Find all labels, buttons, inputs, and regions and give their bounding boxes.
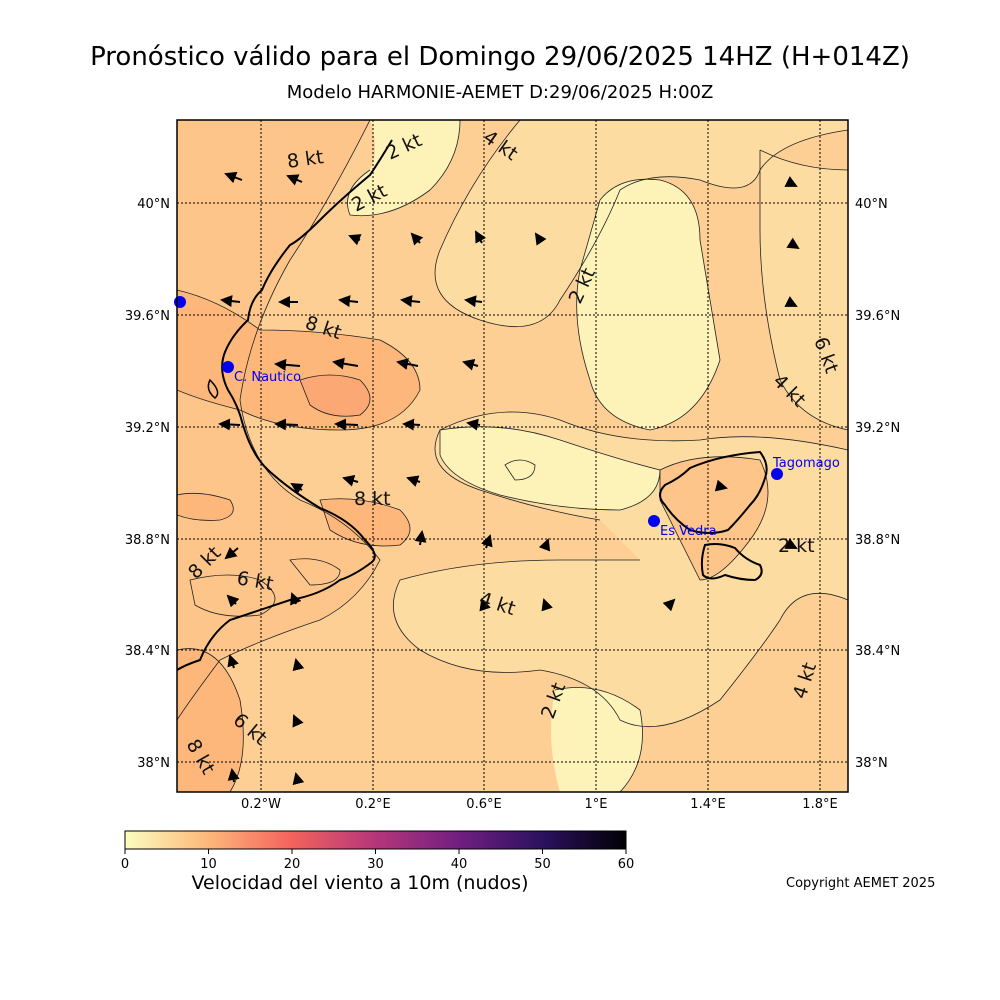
wind-speed-field	[177, 120, 848, 792]
wind-arrow	[481, 534, 493, 549]
longitude-tick-labels: 0.2°W 0.2°E 0.6°E 1°E 1.4°E 1.8°E	[241, 797, 838, 812]
wind-arrow	[274, 358, 301, 371]
lat-tick-label: 38.4°N	[125, 644, 170, 659]
lat-tick-label: 39.2°N	[125, 421, 170, 436]
lon-tick-label: 0.6°E	[466, 797, 501, 812]
colorbar: 0 10 20 30 40 50 60	[121, 830, 635, 872]
wind-arrow	[224, 171, 243, 184]
colorbar-gradient	[124, 830, 627, 850]
wind-arrow	[784, 176, 798, 187]
contour-label: 2 kt	[778, 535, 815, 557]
wind-arrow	[462, 358, 479, 371]
colorbar-label: Velocidad del viento a 10m (nudos)	[191, 872, 529, 894]
wind-arrow	[402, 418, 421, 431]
colorbar-tick-label: 60	[618, 857, 635, 872]
colorbar-tick-label: 50	[534, 857, 551, 872]
stations: C. Nautico Tagomago Es Vedra	[174, 296, 840, 539]
map-frame	[176, 119, 849, 793]
isotach-contours	[177, 120, 848, 792]
wind-arrow	[464, 295, 483, 308]
wind-arrow	[541, 598, 553, 612]
lon-tick-label: 1°E	[585, 797, 608, 812]
lon-tick-label: 0.2°E	[355, 797, 390, 812]
wind-arrow	[662, 598, 676, 612]
wind-vectors	[218, 171, 800, 786]
colorbar-tick-label: 20	[284, 857, 301, 872]
lon-tick-label: 1.8°E	[802, 797, 837, 812]
wind-arrow	[534, 232, 547, 246]
lon-tick-label: 1.4°E	[690, 797, 725, 812]
colorbar-tick-label: 30	[367, 857, 384, 872]
wind-arrow	[396, 358, 419, 370]
lat-tick-label: 38.4°N	[855, 644, 900, 659]
lat-tick-label: 38°N	[855, 756, 888, 771]
wind-arrow	[479, 598, 491, 612]
station-label-es-vedra: Es Vedra	[660, 524, 717, 539]
wind-arrow	[410, 232, 424, 246]
wind-arrow	[292, 714, 304, 728]
colorbar-tick-label: 0	[121, 857, 129, 872]
wind-arrow	[227, 768, 240, 783]
wind-arrow	[220, 295, 241, 308]
lat-tick-label: 38°N	[137, 756, 170, 771]
wind-arrow	[290, 592, 302, 606]
wind-arrow	[406, 475, 421, 487]
wind-arrow	[218, 418, 241, 431]
wind-arrow	[292, 658, 305, 672]
page-subtitle: Modelo HARMONIE-AEMET D:29/06/2025 H:00Z	[286, 82, 714, 103]
wind-arrow	[292, 772, 305, 786]
colorbar-tick-label: 40	[451, 857, 468, 872]
lat-tick-label: 38.8°N	[855, 533, 900, 548]
wind-arrow	[475, 230, 487, 244]
wind-arrow	[348, 234, 362, 246]
wind-arrow	[332, 357, 359, 370]
wind-arrow	[784, 296, 798, 307]
lat-tick-label: 39.6°N	[125, 309, 170, 324]
wind-arrow	[466, 418, 481, 431]
latitude-tick-labels-right: 40°N 39.6°N 39.2°N 38.8°N 38.4°N 38°N	[855, 197, 900, 771]
wind-arrow	[784, 538, 798, 549]
page-title: Pronóstico válido para el Domingo 29/06/…	[90, 42, 910, 72]
wind-arrow	[338, 295, 359, 308]
station-label-c-nautico: C. Nautico	[234, 370, 301, 385]
wind-arrow	[400, 295, 421, 308]
lat-tick-label: 39.6°N	[855, 309, 900, 324]
ibiza-island	[659, 450, 768, 582]
wind-arrow	[274, 418, 299, 431]
wind-arrow	[227, 654, 239, 669]
wind-arrow	[286, 174, 303, 186]
station-marker-tagomago	[771, 468, 783, 480]
wind-arrow	[224, 546, 239, 560]
lon-tick-label: 0.2°W	[241, 797, 281, 812]
lat-tick-label: 39.2°N	[855, 421, 900, 436]
contour-label: 8 kt	[286, 146, 325, 173]
station-marker-c-nautico	[222, 361, 234, 373]
station-marker-es-vedra	[648, 515, 660, 527]
wind-arrow	[538, 538, 551, 552]
copyright-notice: Copyright AEMET 2025	[786, 876, 936, 891]
lat-tick-label: 40°N	[855, 197, 888, 212]
wind-arrow	[226, 594, 240, 608]
wind-arrow	[414, 530, 427, 546]
lat-tick-label: 40°N	[137, 197, 170, 212]
wind-arrow	[334, 418, 359, 431]
lat-tick-label: 38.8°N	[125, 533, 170, 548]
coastline	[177, 139, 393, 671]
station-marker-west	[174, 296, 186, 308]
colorbar-tick-label: 10	[200, 857, 217, 872]
wind-arrow	[714, 479, 728, 492]
station-label-tagomago: Tagomago	[772, 456, 840, 471]
wind-arrow	[342, 474, 359, 487]
latitude-tick-labels-left: 40°N 39.6°N 39.2°N 38.8°N 38.4°N 38°N	[125, 197, 170, 771]
contour-label: 8 kt	[354, 488, 391, 510]
wind-arrow	[786, 237, 800, 250]
wind-arrow	[290, 482, 304, 495]
